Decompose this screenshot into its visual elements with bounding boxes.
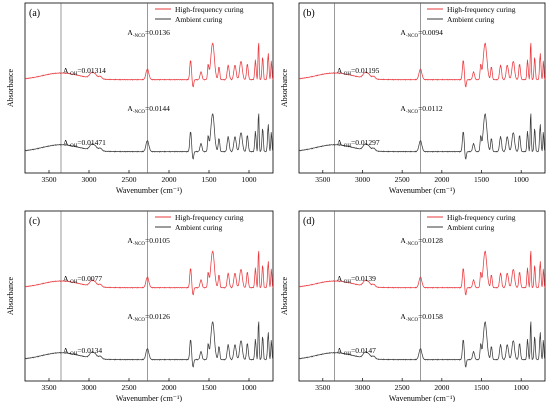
series-line-ambient xyxy=(298,321,546,368)
x-tick-label: 1500 xyxy=(474,175,489,184)
annotation-nco: A-NCO=0.0112 xyxy=(400,104,442,115)
x-tick-label: 3500 xyxy=(42,383,57,392)
annotation-nco: A-NCO=0.0136 xyxy=(127,28,170,39)
x-tick-label: 2000 xyxy=(434,383,449,392)
x-tick-label: 3000 xyxy=(355,175,370,184)
x-axis-title: Wavenumber (cm⁻¹) xyxy=(389,394,456,402)
annotation-nco: A-NCO=0.0158 xyxy=(400,312,443,323)
x-tick-label: 3000 xyxy=(82,175,97,184)
series-line-high-frequency xyxy=(24,250,274,296)
x-tick-label: 2000 xyxy=(162,175,177,184)
chart-panel-d: A-OH=0.0139 A-NCO=0.0128 A-OH=0.0147 A-NCO=… xyxy=(280,210,546,402)
series-line-high-frequency xyxy=(24,42,274,88)
x-tick-label: 3500 xyxy=(315,175,330,184)
annotation-oh: A-OH=0.0147 xyxy=(337,346,376,357)
panel-label: (c) xyxy=(29,216,40,227)
series-line-ambient xyxy=(24,321,274,368)
annotation-nco: A-NCO=0.0128 xyxy=(400,236,443,247)
y-axis-title: Absorbance xyxy=(280,68,289,107)
annotation-oh: A-OH=0.0077 xyxy=(63,274,102,285)
legend-entry: Ambient curing xyxy=(175,15,223,24)
panel-label: (a) xyxy=(29,8,40,19)
annotation-nco: A-NCO=0.0094 xyxy=(400,28,443,39)
plot-frame xyxy=(298,2,546,174)
legend-entry: High-frequency curing xyxy=(175,213,244,222)
legend-entry: High-frequency curing xyxy=(447,213,516,222)
x-tick-label: 2000 xyxy=(162,383,177,392)
annotation-oh: A-OH=0.01195 xyxy=(337,66,380,77)
chart-panel-a: A-OH=0.01314 A-NCO=0.0136 A-OH=0.01471 A-NC… xyxy=(6,2,274,195)
plot-frame xyxy=(24,210,274,382)
x-tick-label: 2500 xyxy=(395,175,410,184)
x-axis-title: Wavenumber (cm⁻¹) xyxy=(116,186,183,195)
x-tick-label: 1000 xyxy=(514,383,529,392)
annotation-oh: A-OH=0.0139 xyxy=(337,274,376,285)
annotation-oh: A-OH=0.0134 xyxy=(63,346,102,357)
panel-label: (b) xyxy=(303,8,315,19)
y-axis-title: Absorbance xyxy=(280,276,289,315)
x-tick-label: 1000 xyxy=(242,383,257,392)
annotation-oh: A-OH=0.01297 xyxy=(337,138,380,149)
plot-frame xyxy=(24,2,274,174)
legend-entry: High-frequency curing xyxy=(447,5,516,14)
y-axis-title: Absorbance xyxy=(6,68,15,107)
series-line-high-frequency xyxy=(298,42,546,88)
annotation-nco: A-NCO=0.0105 xyxy=(127,236,170,247)
series-line-high-frequency xyxy=(298,250,546,296)
x-tick-label: 2000 xyxy=(434,175,449,184)
series-line-ambient xyxy=(24,113,274,160)
x-tick-label: 1000 xyxy=(242,175,257,184)
series-line-ambient xyxy=(298,113,546,160)
x-tick-label: 1500 xyxy=(202,383,217,392)
x-tick-label: 3500 xyxy=(42,175,57,184)
legend-entry: Ambient curing xyxy=(447,15,495,24)
x-tick-label: 3500 xyxy=(315,383,330,392)
annotation-oh: A-OH=0.01471 xyxy=(63,138,106,149)
annotation-oh: A-OH=0.01314 xyxy=(63,66,106,77)
x-tick-label: 1500 xyxy=(202,175,217,184)
x-tick-label: 1500 xyxy=(474,383,489,392)
chart-panel-b: A-OH=0.01195 A-NCO=0.0094 A-OH=0.01297 A-NC… xyxy=(280,2,546,195)
annotation-nco: A-NCO=0.0144 xyxy=(127,104,170,115)
plot-frame xyxy=(298,210,546,382)
x-tick-label: 3000 xyxy=(355,383,370,392)
legend-entry: High-frequency curing xyxy=(175,5,244,14)
x-tick-label: 1000 xyxy=(514,175,529,184)
legend-entry: Ambient curing xyxy=(175,223,223,232)
x-axis-title: Wavenumber (cm⁻¹) xyxy=(389,186,456,195)
x-tick-label: 2500 xyxy=(395,383,410,392)
annotation-nco: A-NCO=0.0126 xyxy=(127,312,170,323)
x-tick-label: 2500 xyxy=(122,383,137,392)
chart-panel-c: A-OH=0.0077 A-NCO=0.0105 A-OH=0.0134 A-NCO=… xyxy=(6,210,274,402)
legend-entry: Ambient curing xyxy=(447,223,495,232)
panel-label: (d) xyxy=(303,216,315,227)
x-axis-title: Wavenumber (cm⁻¹) xyxy=(116,394,183,402)
x-tick-label: 3000 xyxy=(82,383,97,392)
y-axis-title: Absorbance xyxy=(6,276,15,315)
x-tick-label: 2500 xyxy=(122,175,137,184)
